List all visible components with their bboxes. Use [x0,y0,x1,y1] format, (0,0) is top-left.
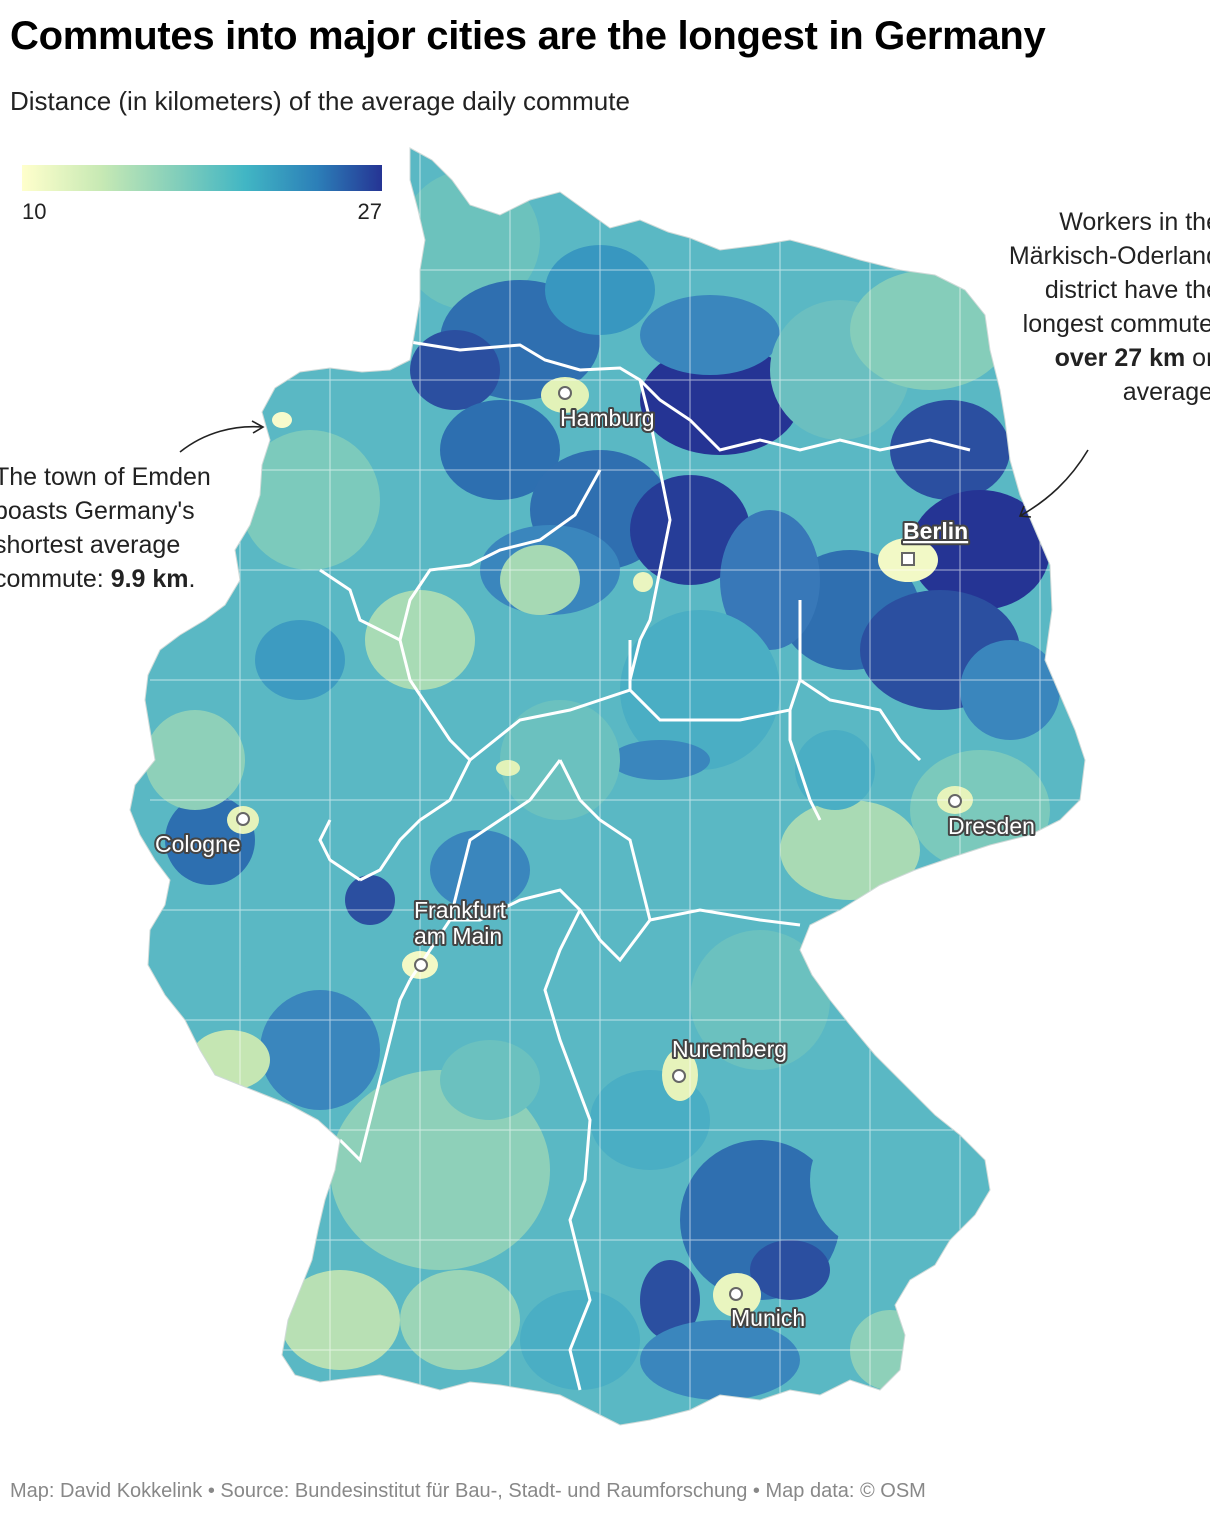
maerkisch-arrow-head [1018,505,1032,518]
legend-max-label: 27 [357,199,382,224]
nuremberg-label: Nuremberg [672,1036,787,1062]
state-borders [318,340,971,1391]
maerkisch-oderland-annotation: Workers in the Märkisch-Oderland distric… [980,205,1210,409]
district-borders [150,150,1080,1420]
emden-annotation-value: 9.9 km [110,565,189,593]
nuremberg-marker-icon [672,1069,686,1083]
city-berlin: Berlin [901,516,970,566]
dresden-marker-icon [948,794,962,808]
frankfurt-label: Frankfurt [414,897,507,923]
hamburg-marker-icon [558,386,572,400]
city-hamburg: Hamburg [558,386,657,433]
maerkisch-annotation-text: Workers in the Märkisch-Oderland distric… [1008,208,1210,338]
source-footer: Map: David Kokkelink • Source: Bundesins… [10,1480,926,1502]
munich-label: Munich [731,1305,805,1331]
city-markers: Hamburg Berlin Cologne Dresden Frankfurt… [153,386,1037,1333]
city-dresden: Dresden [946,794,1037,841]
legend-min-label: 10 [22,199,47,224]
annotation-arrows [179,420,1089,518]
emden-annotation-text: The town of Emden boasts Germany's short… [0,463,211,593]
maerkisch-arrow [1019,449,1089,517]
emden-arrow-head [251,420,265,434]
chart-subtitle: Distance (in kilometers) of the average … [10,86,630,116]
chart-title: Commutes into major cities are the longe… [10,14,1046,58]
munich-marker-icon [729,1287,743,1301]
maerkisch-annotation-suffix: on average. [1122,344,1210,406]
berlin-marker-icon [901,552,915,566]
maerkisch-annotation-over: over [1054,344,1108,372]
city-frankfurt: Frankfurt am Main [412,895,509,972]
color-legend: 10 27 [22,165,382,225]
hamburg-label: Hamburg [560,405,655,431]
germany-choropleth: Hamburg Berlin Cologne Dresden Frankfurt… [129,147,1089,1426]
district-color-areas [130,148,1085,1425]
city-cologne: Cologne [153,812,250,859]
frankfurt-marker-icon [414,958,428,972]
germany-map: Hamburg Berlin Cologne Dresden Frankfurt… [0,120,1220,1460]
frankfurt-label-line2: am Main [414,923,502,949]
city-munich: Munich [729,1287,807,1333]
cologne-marker-icon [236,812,250,826]
legend-gradient-bar [22,165,382,191]
city-nuremberg: Nuremberg [670,1034,789,1083]
maerkisch-annotation-value: 27 km [1114,344,1186,372]
emden-annotation-suffix: . [188,565,196,593]
dresden-label: Dresden [948,813,1035,839]
berlin-label: Berlin [903,518,968,544]
emden-arrow [179,425,263,453]
emden-annotation: The town of Emden boasts Germany's short… [0,460,254,596]
cologne-label: Cologne [155,831,241,857]
